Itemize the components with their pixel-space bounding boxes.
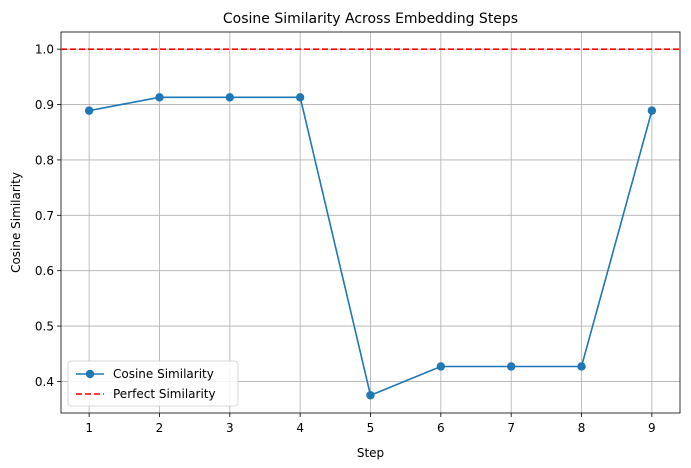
x-tick-label: 4: [296, 421, 304, 435]
x-tick-label: 9: [648, 421, 656, 435]
x-tick-label: 6: [437, 421, 445, 435]
x-tick-label: 8: [578, 421, 586, 435]
x-tick-label: 5: [367, 421, 375, 435]
y-tick-label: 0.5: [35, 320, 54, 334]
legend-label-cosine-similarity: Cosine Similarity: [113, 367, 214, 381]
data-point: [295, 93, 305, 102]
legend-marker-cosine-similarity: [85, 369, 95, 379]
data-point: [225, 93, 235, 102]
x-tick-label: 7: [507, 421, 515, 435]
y-tick-label: 0.9: [35, 98, 54, 112]
legend-box: [67, 360, 239, 407]
y-tick-label: 0.8: [35, 153, 54, 167]
data-point: [436, 362, 446, 371]
data-point: [155, 93, 164, 102]
legend-label-perfect-similarity: Perfect Similarity: [113, 387, 216, 401]
chart-title: Cosine Similarity Across Embedding Steps: [223, 11, 518, 27]
legend: Cosine Similarity Perfect Similarity: [67, 360, 239, 407]
data-point: [577, 362, 586, 371]
y-tick-label: 0.4: [35, 375, 54, 389]
y-axis-label: Cosine Similarity: [9, 172, 23, 273]
x-axis-label: Step: [357, 446, 384, 460]
x-tick-label: 2: [156, 421, 164, 435]
y-tick-label: 0.7: [35, 209, 54, 223]
y-tick-label: 1.0: [35, 43, 54, 57]
y-tick-label: 0.6: [35, 264, 54, 278]
data-point: [366, 391, 375, 400]
data-point: [647, 106, 657, 115]
x-tick-label: 1: [85, 421, 93, 435]
data-point: [506, 362, 516, 371]
data-point: [84, 106, 94, 115]
x-tick-label: 3: [226, 421, 234, 435]
